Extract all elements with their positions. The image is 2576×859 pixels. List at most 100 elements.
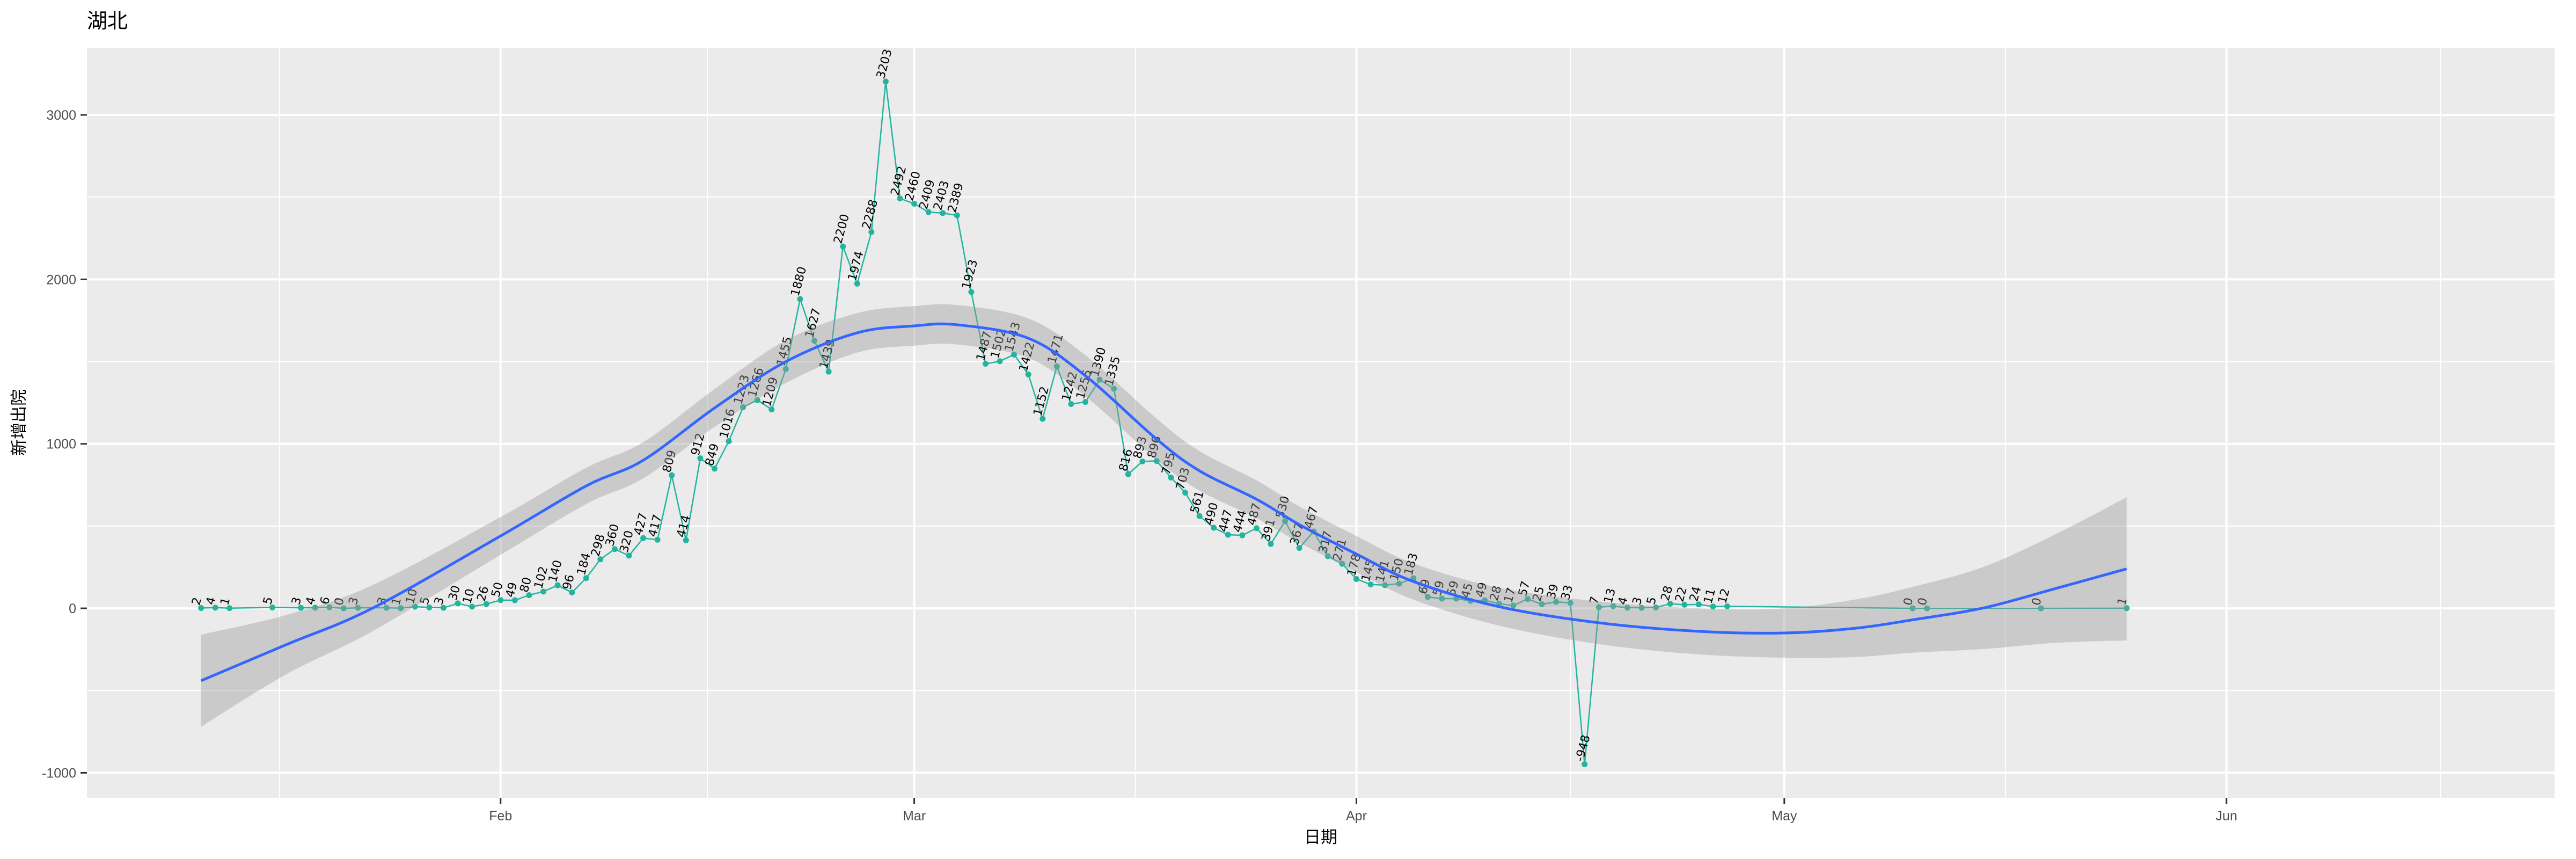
data-point [1153, 458, 1160, 464]
data-label: 6 [318, 595, 333, 606]
data-point [683, 537, 689, 543]
data-point [569, 589, 575, 596]
data-point [1638, 605, 1645, 611]
data-point [383, 605, 390, 611]
data-point [526, 592, 532, 599]
data-point [997, 358, 1003, 365]
data-point [1909, 605, 1916, 612]
data-label: 0 [332, 596, 347, 607]
data-point [626, 552, 632, 559]
data-point [1653, 605, 1659, 611]
data-label: 2 [189, 596, 204, 607]
data-point [654, 536, 661, 543]
data-label: 3 [289, 596, 304, 607]
data-point [1068, 401, 1074, 407]
data-point [754, 397, 760, 403]
data-point [1339, 560, 1345, 567]
data-point [1382, 582, 1388, 588]
data-label: 3 [1630, 596, 1645, 607]
y-tick-label: -1000 [42, 766, 76, 781]
data-point [1539, 601, 1545, 607]
data-point [1139, 458, 1146, 464]
data-point [455, 600, 461, 607]
data-point [1524, 596, 1531, 602]
data-point [811, 338, 817, 344]
data-point [1724, 603, 1730, 609]
data-point [840, 243, 846, 250]
data-label: 5 [261, 595, 276, 606]
data-label: 7 [1587, 595, 1602, 606]
data-point [198, 605, 204, 611]
x-axis: Feb Mar Apr May Jun [489, 798, 2237, 824]
data-point [1553, 599, 1560, 605]
data-point [968, 289, 975, 295]
data-point [782, 366, 789, 372]
data-point [740, 404, 747, 410]
plot-panel [87, 48, 2555, 798]
data-label: 0 [2030, 596, 2045, 607]
x-tick-label: Feb [489, 809, 512, 824]
data-label: 0 [1915, 596, 1930, 607]
data-point [440, 605, 447, 611]
data-point [825, 368, 832, 375]
data-point [640, 535, 647, 541]
data-point [1353, 576, 1359, 583]
data-point [412, 603, 418, 610]
x-tick-label: Apr [1346, 809, 1367, 824]
data-label: 5 [418, 595, 433, 606]
minor-gridlines [87, 48, 2555, 798]
y-axis-title: 新增出院 [10, 389, 29, 456]
data-point [2124, 605, 2130, 612]
data-point [540, 588, 546, 595]
data-point [1367, 581, 1374, 588]
data-point [1924, 605, 1930, 612]
data-point [1324, 553, 1331, 559]
data-label: 4 [204, 595, 219, 606]
data-point [597, 556, 604, 563]
data-point [298, 605, 304, 611]
y-tick-label: 2000 [46, 272, 76, 287]
data-point [669, 472, 675, 478]
data-point [1268, 541, 1274, 547]
confidence-ribbon [201, 304, 2127, 727]
x-tick-label: Jun [2216, 809, 2237, 824]
data-point [2038, 605, 2044, 612]
data-label: 1 [218, 596, 233, 607]
data-label: 0 [1901, 596, 1916, 607]
data-point [1196, 513, 1203, 519]
data-point [1011, 351, 1018, 358]
data-point [1239, 532, 1246, 538]
x-tick-label: Mar [903, 809, 926, 824]
y-axis: -1000 0 1000 2000 3000 [42, 108, 87, 781]
data-point [711, 465, 718, 472]
data-point [897, 195, 903, 202]
data-point [1396, 580, 1402, 587]
data-point [982, 361, 989, 367]
data-point [340, 605, 347, 612]
data-point [355, 605, 361, 611]
data-label: 5 [1644, 595, 1659, 606]
data-point [726, 438, 732, 445]
data-point [1253, 525, 1260, 532]
data-point [697, 455, 704, 462]
data-point [326, 604, 333, 610]
data-point [854, 280, 860, 287]
data-point [1125, 471, 1131, 477]
y-tick-label: 1000 [46, 437, 76, 452]
data-point [1225, 532, 1231, 538]
data-point [511, 597, 518, 603]
major-gridlines [87, 48, 2555, 798]
data-point [1695, 601, 1702, 608]
data-point [1681, 601, 1688, 608]
data-point [469, 603, 475, 610]
data-point [1182, 490, 1189, 496]
data-point [1211, 525, 1217, 531]
y-tick-label: 0 [69, 601, 76, 616]
data-point [1168, 475, 1174, 481]
data-point [554, 582, 561, 588]
data-point [1439, 595, 1445, 602]
data-point [583, 575, 589, 581]
data-point [954, 212, 960, 219]
data-point [925, 209, 932, 215]
